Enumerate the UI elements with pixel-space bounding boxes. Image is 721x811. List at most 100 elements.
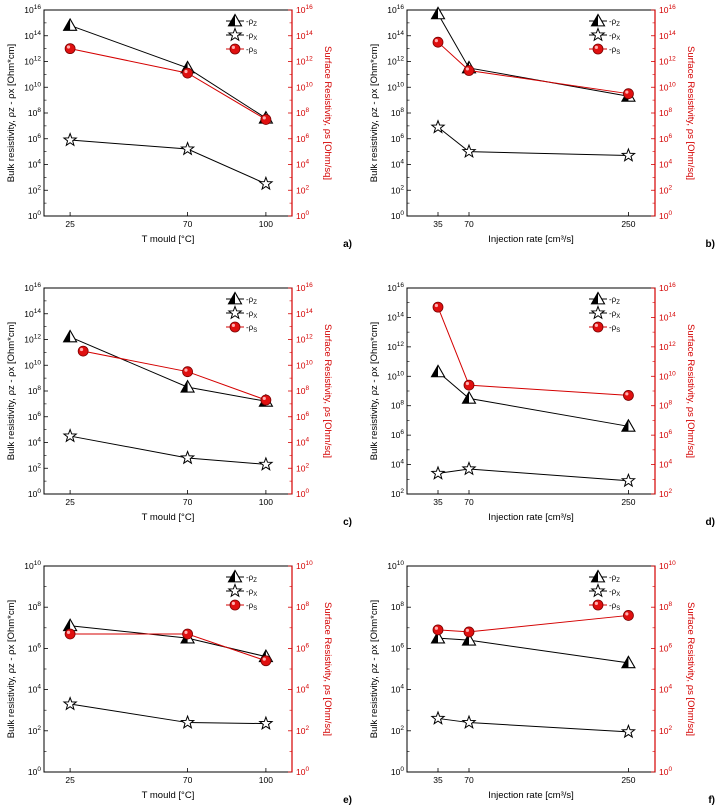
data-point-circle-shine — [434, 38, 438, 43]
data-point-star — [461, 714, 477, 729]
data-point-star — [430, 710, 446, 725]
data-point-circle-shine — [625, 90, 629, 94]
left-tick-label: 1012 — [24, 334, 41, 345]
panel-label: d) — [706, 517, 715, 528]
left-tick-label: 1016 — [24, 4, 41, 15]
data-point-star — [258, 715, 274, 731]
panel-label: e) — [343, 795, 352, 806]
left-tick-label: 104 — [391, 159, 404, 170]
left-tick-label: 100 — [391, 766, 404, 777]
data-point-circle — [77, 345, 89, 357]
left-tick-label: 102 — [28, 725, 41, 736]
legend-marker-circle-shine — [231, 601, 235, 606]
left-tick-label: 100 — [28, 766, 41, 777]
left-tick-label: 108 — [28, 107, 41, 118]
right-tick-label: 104 — [659, 159, 672, 170]
right-tick-label: 106 — [296, 411, 309, 422]
right-tick-label: 100 — [659, 766, 672, 777]
x-tick-label: 100 — [259, 497, 273, 507]
left-tick-label: 106 — [28, 411, 41, 422]
legend-marker-circle-shine — [231, 45, 235, 50]
series-line-circle — [83, 350, 267, 401]
left-tick-label: 104 — [28, 437, 41, 448]
right-tick-label: 102 — [659, 488, 672, 499]
x-axis-label: Injection rate [cm³/s] — [488, 234, 574, 245]
panel-label: a) — [343, 239, 352, 250]
y2-axis-label: Surface Resistivity, ρs [Ohm/sq] — [685, 602, 696, 736]
left-tick-label: 102 — [28, 184, 41, 195]
left-tick-label: 104 — [391, 684, 404, 695]
legend-marker-star — [590, 27, 606, 42]
panel-label: f) — [708, 795, 715, 806]
data-point-circle-shine — [465, 67, 469, 71]
data-point-circle — [64, 628, 76, 640]
x-tick-label: 70 — [183, 497, 193, 507]
right-tick-label: 108 — [659, 107, 672, 118]
data-point-triangle-fill — [63, 330, 71, 342]
left-tick-label: 1014 — [24, 308, 41, 319]
data-point-triangle-fill — [181, 380, 188, 393]
legend-marker-triangle-fill — [228, 14, 235, 26]
right-tick-label: 106 — [296, 133, 309, 144]
left-tick-label: 102 — [28, 462, 41, 473]
left-tick-label: 102 — [391, 725, 404, 736]
right-tick-label: 106 — [296, 642, 309, 653]
x-tick-label: 70 — [464, 219, 474, 229]
right-tick-label: 1010 — [659, 81, 676, 92]
legend-label: -ρS — [609, 601, 620, 612]
x-tick-label: 35 — [433, 219, 443, 229]
left-tick-label: 108 — [391, 107, 404, 118]
right-tick-label: 108 — [296, 385, 309, 396]
right-tick-label: 106 — [659, 642, 672, 653]
data-point-circle-shine — [465, 628, 469, 632]
legend: -ρZ -ρX -ρS — [589, 13, 620, 56]
data-point-circle-shine — [625, 612, 629, 616]
chart-panel-b: 100 100 102 102 104 104 106 106 108 108 1010 1010 10… — [369, 4, 715, 250]
legend: -ρZ -ρX -ρS — [226, 569, 257, 612]
chart-panel-c: 100 100 102 102 104 104 106 106 108 108 1010 1010 10… — [6, 282, 352, 528]
right-tick-label: 1010 — [659, 370, 676, 381]
legend-label: -ρS — [246, 601, 257, 612]
right-tick-label: 1012 — [296, 56, 313, 67]
y2-axis-label: Surface Resistivity, ρs [Ohm/sq] — [322, 602, 333, 736]
legend-label: -ρS — [609, 45, 620, 56]
data-point-circle — [182, 366, 193, 378]
series-line-circle — [70, 633, 267, 662]
data-point-circle — [260, 114, 272, 125]
legend-label: -ρX — [609, 587, 620, 598]
x-tick-label: 25 — [65, 497, 75, 507]
chart-panel-f: 100 100 102 102 104 104 106 106 108 108 1010 1010 35… — [369, 560, 715, 806]
y2-axis-label: Surface Resistivity, ρs [Ohm/sq] — [685, 46, 696, 180]
data-point-circle-shine — [465, 381, 469, 386]
data-point-circle-shine — [184, 368, 188, 372]
data-point-triangle-fill — [431, 7, 438, 19]
right-tick-label: 104 — [296, 159, 309, 170]
series-line-circle — [70, 48, 267, 120]
x-tick-label: 35 — [433, 775, 443, 785]
data-point-star — [461, 143, 477, 159]
right-tick-label: 104 — [659, 459, 672, 470]
x-tick-label: 70 — [183, 219, 193, 229]
data-point-star — [620, 147, 636, 162]
data-point-triangle-fill — [621, 419, 629, 432]
data-point-circle — [182, 628, 193, 640]
data-point-star — [258, 175, 274, 191]
series-line-star — [70, 139, 267, 185]
right-tick-label: 102 — [659, 184, 672, 195]
right-tick-label: 1012 — [659, 56, 676, 67]
data-point-star — [258, 456, 274, 471]
left-tick-label: 1014 — [387, 311, 404, 322]
legend-marker-triangle-fill — [591, 292, 598, 304]
legend-label: -ρX — [246, 31, 257, 42]
left-tick-label: 106 — [391, 133, 404, 144]
x-tick-label: 70 — [464, 497, 474, 507]
left-tick-label: 1012 — [387, 56, 404, 67]
legend-label: -ρS — [246, 323, 257, 334]
right-tick-label: 100 — [659, 210, 672, 221]
legend: -ρZ -ρX -ρS — [589, 291, 620, 334]
legend-marker-star — [227, 583, 243, 598]
legend-label: -ρZ — [609, 573, 620, 584]
right-tick-label: 104 — [659, 684, 672, 695]
data-point-circle — [623, 88, 634, 100]
